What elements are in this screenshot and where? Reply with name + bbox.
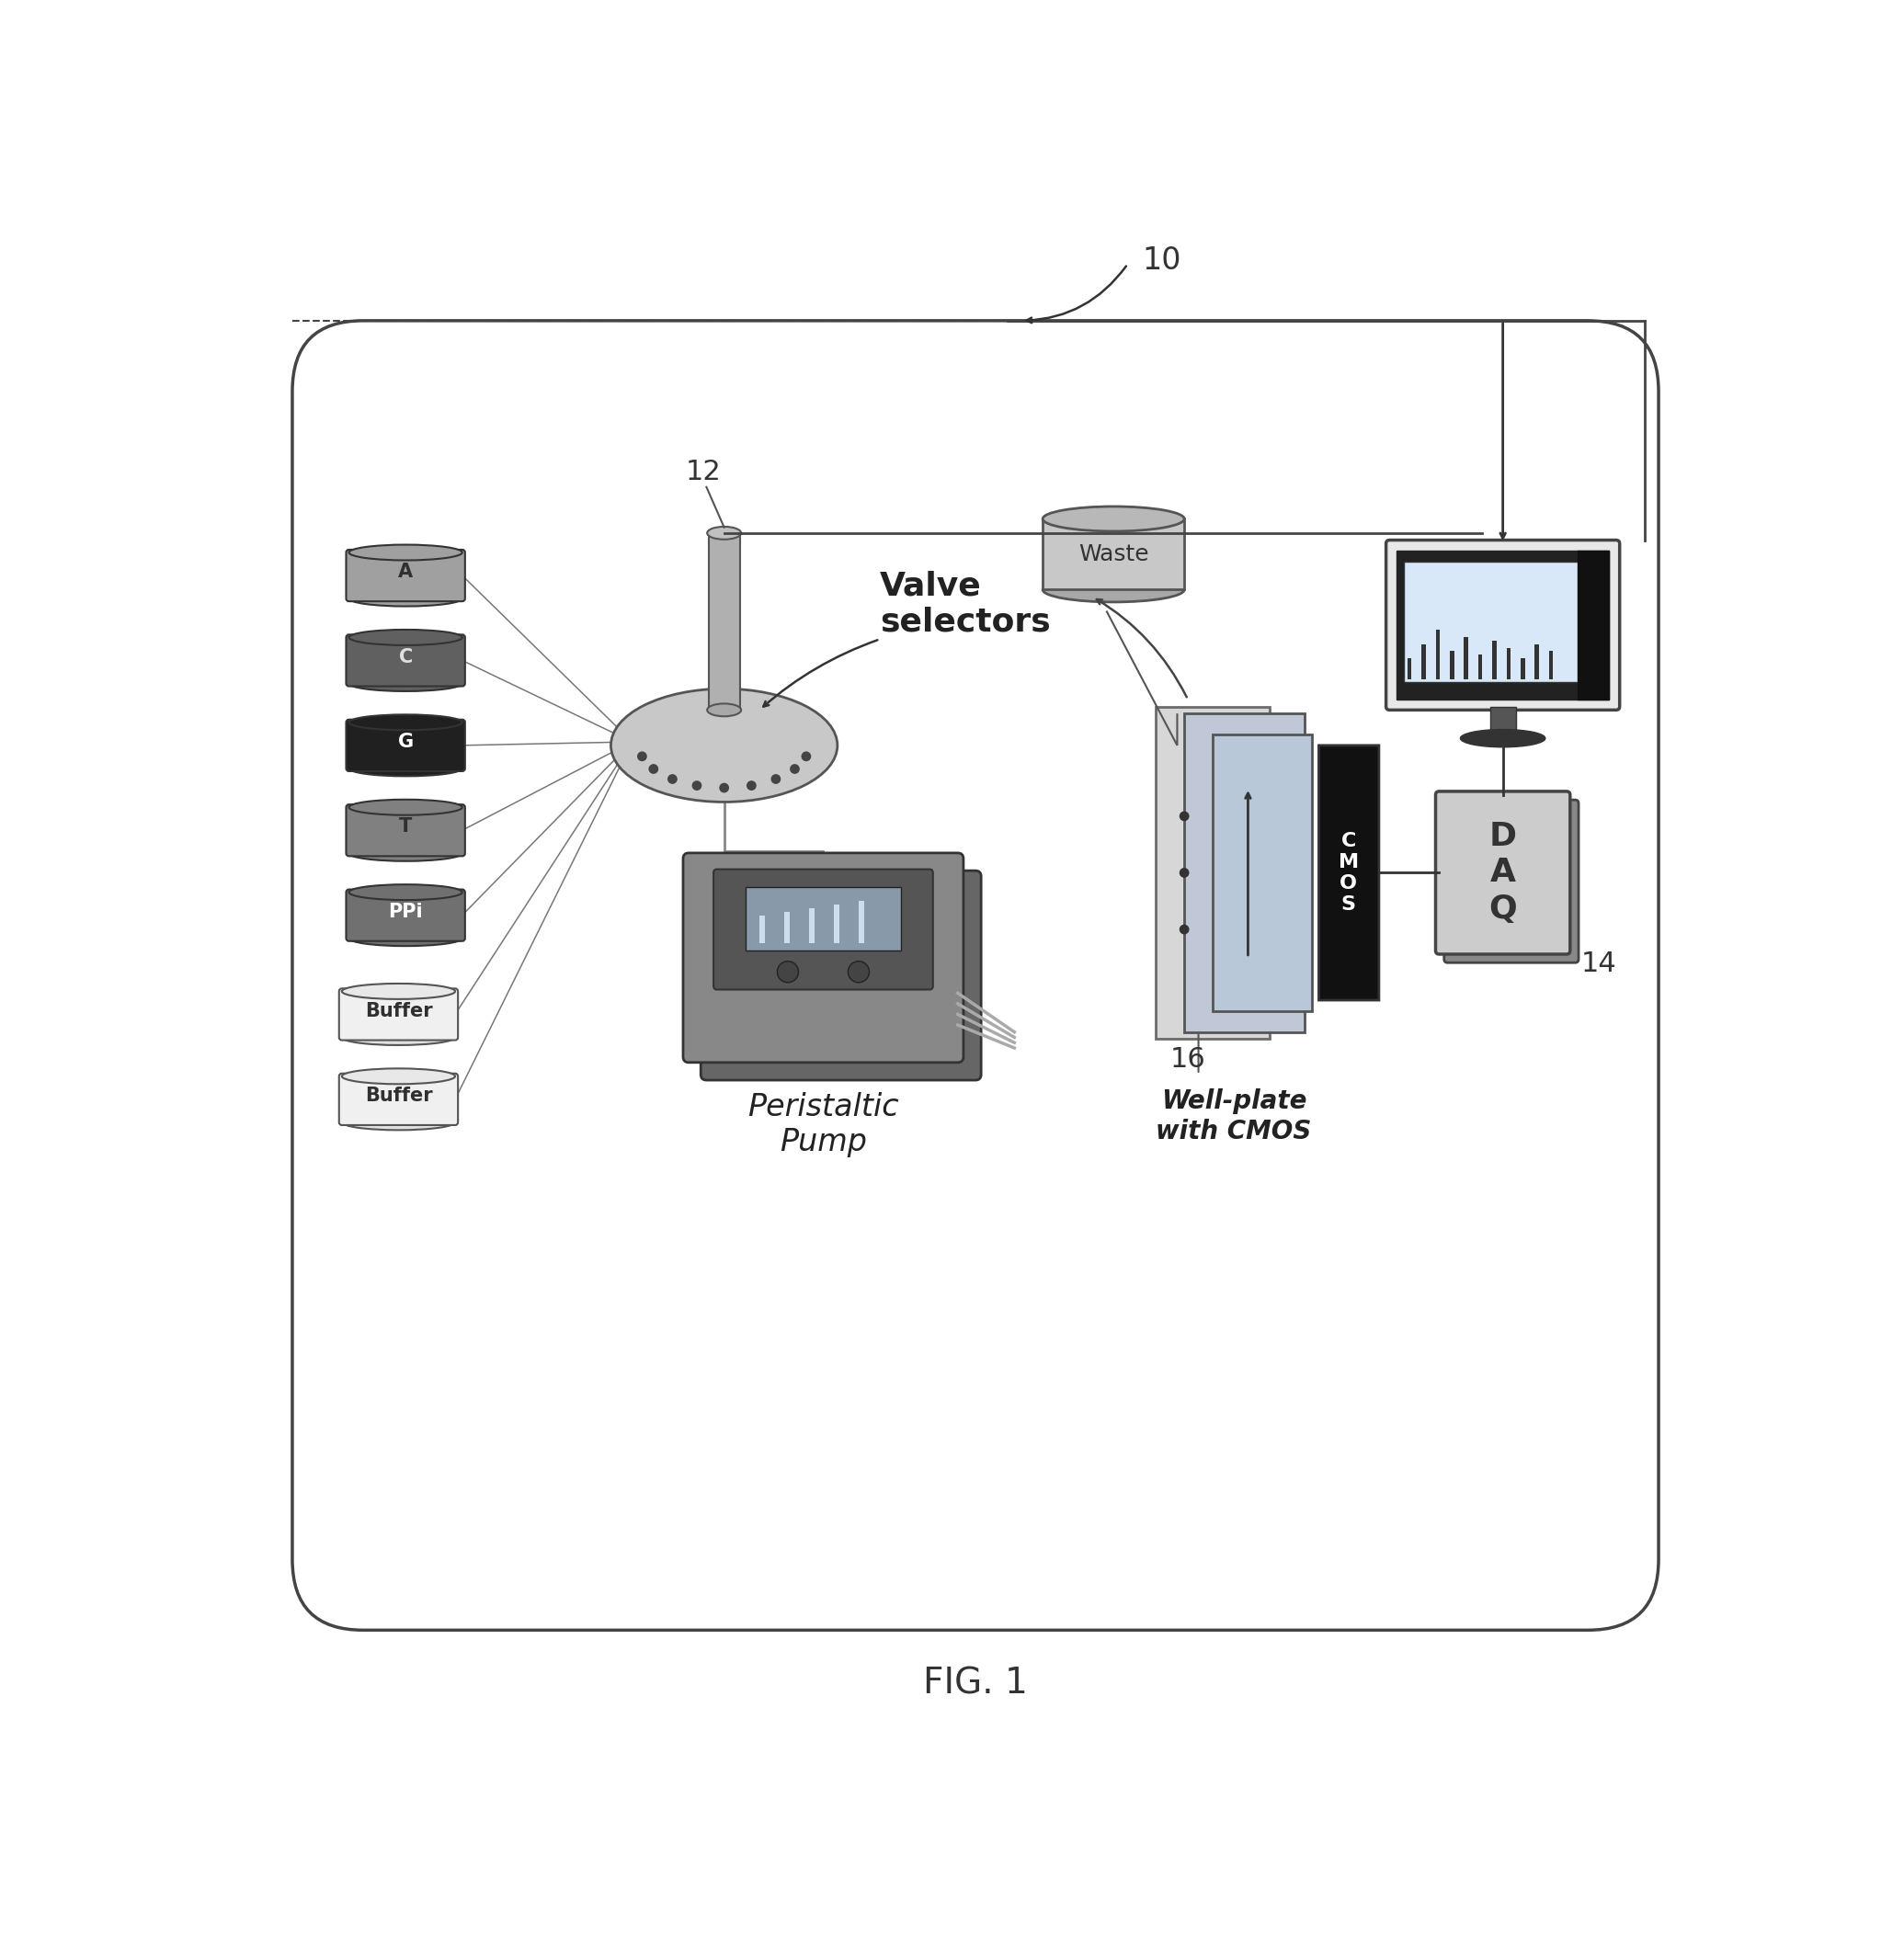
FancyBboxPatch shape [347, 890, 465, 940]
Ellipse shape [343, 1029, 455, 1045]
Ellipse shape [348, 846, 463, 861]
FancyBboxPatch shape [293, 321, 1658, 1629]
Circle shape [771, 774, 781, 784]
Bar [859, 902, 864, 944]
FancyBboxPatch shape [1319, 745, 1378, 1000]
Ellipse shape [343, 1068, 455, 1084]
Circle shape [649, 764, 659, 774]
Text: Peristaltic
Pump: Peristaltic Pump [748, 1091, 899, 1157]
Bar [1184, 714, 1304, 1031]
Ellipse shape [348, 714, 463, 729]
Ellipse shape [1043, 577, 1184, 602]
FancyBboxPatch shape [701, 871, 981, 1080]
Circle shape [802, 751, 811, 760]
Bar [784, 911, 790, 944]
Bar [809, 908, 815, 944]
Bar [1521, 658, 1525, 679]
Bar [1043, 519, 1184, 590]
Circle shape [668, 774, 678, 784]
Text: FIG. 1: FIG. 1 [923, 1666, 1028, 1701]
Text: 12: 12 [685, 459, 722, 486]
Text: C: C [398, 648, 413, 666]
Text: 14: 14 [1580, 950, 1616, 977]
Bar [834, 906, 840, 944]
Circle shape [847, 962, 870, 983]
FancyBboxPatch shape [684, 853, 963, 1062]
Circle shape [638, 751, 647, 760]
Circle shape [720, 784, 729, 793]
Ellipse shape [348, 799, 463, 815]
Bar [1478, 654, 1483, 679]
Text: Buffer: Buffer [366, 1002, 432, 1020]
Bar [1464, 637, 1468, 679]
Ellipse shape [1460, 729, 1546, 747]
Text: Well-plate
with CMOS: Well-plate with CMOS [1156, 1089, 1312, 1144]
Bar [708, 532, 741, 710]
Ellipse shape [611, 689, 838, 801]
Ellipse shape [343, 1115, 455, 1130]
Bar [1422, 644, 1426, 679]
Text: Buffer: Buffer [366, 1087, 432, 1105]
Text: C
M
O
S: C M O S [1339, 832, 1359, 913]
Bar [1506, 648, 1510, 679]
Bar [1548, 652, 1554, 679]
FancyBboxPatch shape [339, 1074, 459, 1124]
Text: D
A
Q: D A Q [1489, 820, 1517, 925]
FancyBboxPatch shape [347, 550, 465, 602]
Text: 10: 10 [1142, 246, 1180, 275]
Ellipse shape [348, 884, 463, 900]
Bar [1449, 652, 1455, 679]
Ellipse shape [348, 931, 463, 946]
Circle shape [691, 780, 703, 791]
Circle shape [746, 780, 756, 791]
Circle shape [1179, 811, 1190, 820]
FancyBboxPatch shape [714, 869, 933, 989]
FancyBboxPatch shape [347, 805, 465, 855]
Bar [1535, 644, 1538, 679]
Ellipse shape [706, 704, 741, 716]
Text: Valve
selectors: Valve selectors [880, 571, 1051, 637]
Ellipse shape [343, 983, 455, 998]
Circle shape [790, 764, 800, 774]
Circle shape [777, 962, 798, 983]
Text: T: T [400, 819, 411, 836]
FancyBboxPatch shape [1386, 540, 1620, 710]
FancyBboxPatch shape [1443, 799, 1578, 964]
Bar [1398, 551, 1609, 699]
Ellipse shape [706, 526, 741, 540]
Ellipse shape [1043, 507, 1184, 532]
Ellipse shape [348, 544, 463, 561]
Ellipse shape [348, 760, 463, 776]
Bar [1403, 561, 1601, 681]
Ellipse shape [348, 629, 463, 644]
Bar [760, 915, 765, 944]
Ellipse shape [348, 590, 463, 606]
Circle shape [1179, 925, 1190, 935]
Ellipse shape [348, 675, 463, 691]
Bar [1407, 658, 1411, 679]
Bar [1577, 551, 1609, 699]
Text: Waste: Waste [1078, 544, 1148, 565]
Text: A: A [398, 563, 413, 580]
Bar [744, 886, 901, 950]
Circle shape [1179, 867, 1190, 878]
Text: PPi: PPi [388, 902, 423, 921]
Text: G: G [398, 733, 413, 751]
Bar [1156, 706, 1270, 1039]
Bar [1493, 640, 1497, 679]
FancyBboxPatch shape [347, 635, 465, 687]
FancyBboxPatch shape [347, 720, 465, 772]
Bar [1213, 735, 1312, 1010]
Text: 16: 16 [1171, 1047, 1205, 1072]
FancyBboxPatch shape [339, 989, 459, 1041]
Bar [1436, 631, 1439, 679]
FancyBboxPatch shape [1436, 791, 1571, 954]
Bar [1491, 706, 1516, 739]
